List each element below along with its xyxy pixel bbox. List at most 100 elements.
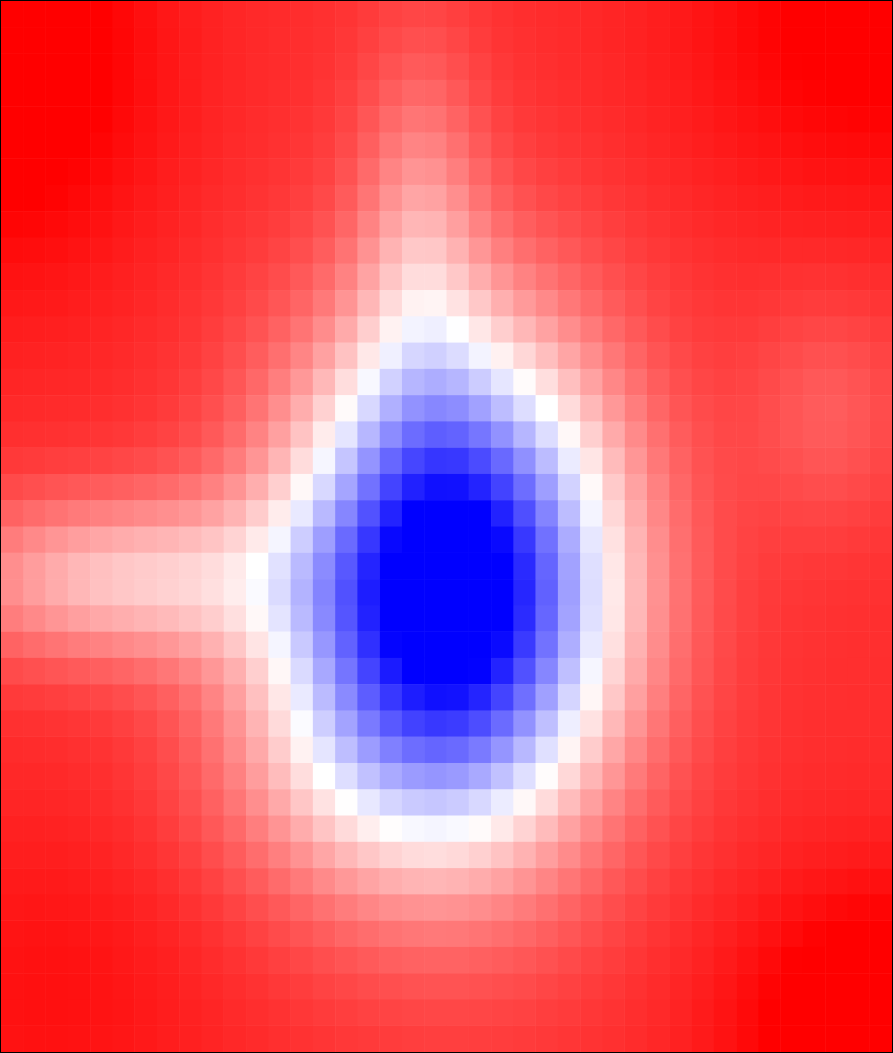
heatmap-cell xyxy=(1,421,24,448)
heatmap-cell xyxy=(847,605,870,632)
heatmap-cell xyxy=(424,290,447,317)
heatmap-cell xyxy=(223,762,247,790)
heatmap-cell xyxy=(268,526,291,553)
heatmap-cell xyxy=(201,158,224,186)
heatmap-cell xyxy=(379,473,403,501)
heatmap-cell xyxy=(67,999,91,1026)
heatmap-cell xyxy=(1,53,24,81)
heatmap-cell xyxy=(401,920,425,948)
heatmap-cell xyxy=(669,920,692,948)
heatmap-cell xyxy=(90,158,113,186)
heatmap-cell xyxy=(468,684,492,711)
heatmap-cell xyxy=(312,79,336,107)
heatmap-cell xyxy=(424,27,447,54)
heatmap-cell xyxy=(869,447,892,475)
heatmap-cell xyxy=(825,631,848,659)
heatmap-cell xyxy=(401,1,425,28)
heatmap-cell xyxy=(1,395,24,422)
heatmap-cell xyxy=(646,631,670,659)
heatmap-cell xyxy=(758,263,781,291)
heatmap-cell xyxy=(758,1025,781,1052)
heatmap-cell xyxy=(535,79,559,107)
heatmap-cell xyxy=(513,1,536,28)
heatmap-cell xyxy=(357,368,380,396)
heatmap-cell xyxy=(758,605,781,632)
heatmap-cell xyxy=(1,973,24,1000)
heatmap-cell xyxy=(624,447,648,475)
heatmap-cell xyxy=(312,552,336,580)
heatmap-cell xyxy=(290,421,314,448)
heatmap-cell xyxy=(869,894,892,921)
heatmap-cell xyxy=(691,184,714,212)
heatmap-cell xyxy=(869,132,892,159)
heatmap-cell xyxy=(802,1,826,28)
heatmap-cell xyxy=(45,579,69,606)
heatmap-cell xyxy=(513,395,536,422)
heatmap-cell xyxy=(268,395,291,422)
heatmap-cell xyxy=(335,684,358,711)
heatmap-cell xyxy=(557,290,581,317)
heatmap-cell xyxy=(357,421,380,448)
heatmap-cell xyxy=(379,579,403,606)
heatmap-cell xyxy=(112,999,135,1026)
heatmap-cell xyxy=(312,184,336,212)
heatmap-cell xyxy=(90,868,113,895)
heatmap-cell xyxy=(513,79,536,107)
heatmap-cell xyxy=(446,894,469,921)
heatmap-cell xyxy=(491,290,514,317)
heatmap-cell xyxy=(424,894,447,921)
heatmap-cell xyxy=(335,946,358,974)
heatmap-cell xyxy=(646,447,670,475)
heatmap-cell xyxy=(112,27,135,54)
heatmap-cell xyxy=(268,106,291,133)
heatmap-cell xyxy=(401,684,425,711)
heatmap-cell xyxy=(825,789,848,816)
heatmap-cell xyxy=(112,1025,135,1052)
heatmap-cell xyxy=(201,1025,224,1052)
heatmap-cell xyxy=(290,789,314,816)
heatmap-cell xyxy=(424,605,447,632)
heatmap-cell xyxy=(90,263,113,291)
heatmap-cell xyxy=(179,946,202,974)
heatmap-cell xyxy=(869,605,892,632)
heatmap-cell xyxy=(45,815,69,842)
heatmap-cell xyxy=(223,631,247,659)
heatmap-cell xyxy=(580,53,603,81)
heatmap-cell xyxy=(201,762,224,790)
heatmap-cell xyxy=(691,263,714,291)
heatmap-cell xyxy=(379,447,403,475)
heatmap-cell xyxy=(246,473,269,501)
heatmap-cell xyxy=(713,841,737,869)
heatmap-cell xyxy=(134,342,158,370)
heatmap-cell xyxy=(780,736,804,764)
heatmap-cell xyxy=(624,316,648,343)
heatmap-cell xyxy=(669,421,692,448)
heatmap-cell xyxy=(691,868,714,895)
heatmap-cell xyxy=(290,552,314,580)
heatmap-cell xyxy=(1,184,24,212)
heatmap-cell xyxy=(713,868,737,895)
heatmap-cell xyxy=(134,736,158,764)
heatmap-cell xyxy=(646,316,670,343)
heatmap-cell xyxy=(491,158,514,186)
heatmap-cell xyxy=(90,106,113,133)
heatmap-cell xyxy=(446,290,469,317)
heatmap-cell xyxy=(691,526,714,553)
heatmap-cell xyxy=(736,789,759,816)
heatmap-cell xyxy=(758,946,781,974)
heatmap-cell xyxy=(736,237,759,264)
heatmap-cell xyxy=(580,421,603,448)
heatmap-cell xyxy=(468,605,492,632)
heatmap-cell xyxy=(802,316,826,343)
heatmap-cell xyxy=(646,158,670,186)
heatmap-cell xyxy=(201,342,224,370)
heatmap-cell xyxy=(45,211,69,238)
heatmap-cell xyxy=(201,447,224,475)
heatmap-cell xyxy=(646,237,670,264)
heatmap-cell xyxy=(713,316,737,343)
heatmap-cell xyxy=(802,473,826,501)
heatmap-cell xyxy=(67,710,91,737)
heatmap-cell xyxy=(223,27,247,54)
heatmap-cell xyxy=(491,106,514,133)
heatmap-cell xyxy=(223,579,247,606)
